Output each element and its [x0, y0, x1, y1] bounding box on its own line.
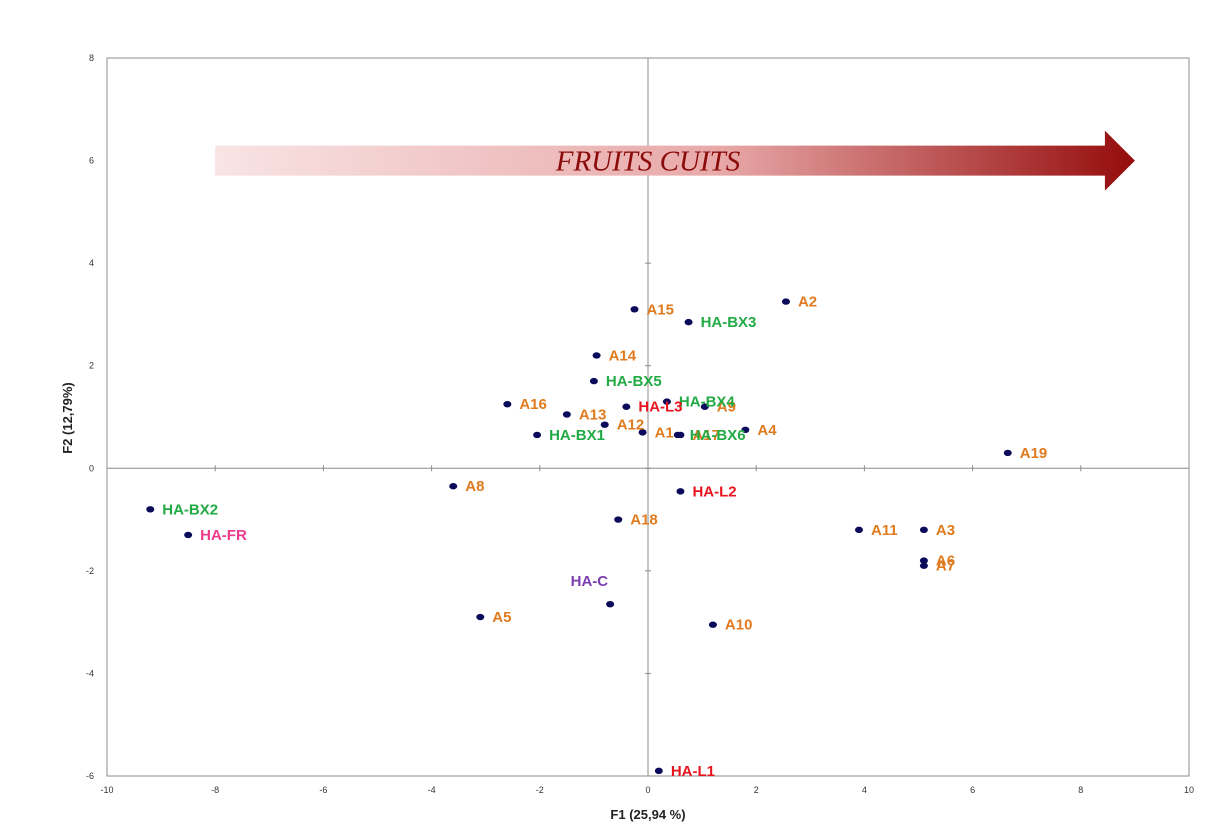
point-label-ha-bx2: HA-BX2: [162, 501, 218, 518]
point-marker-ha-bx1: [533, 431, 542, 439]
y-tick-label: -6: [86, 771, 94, 781]
x-tick-label: 0: [645, 785, 650, 795]
point-label-a19: A19: [1020, 445, 1048, 462]
point-marker-a3: [919, 526, 928, 534]
point-label-ha-l2: HA-L2: [692, 483, 736, 500]
point-marker-a8: [449, 483, 458, 490]
point-marker-ha-bx6: [673, 431, 682, 439]
point-marker-a10: [708, 621, 717, 628]
point-marker-a4: [741, 426, 750, 434]
y-axis-title: F2 (12,79%): [60, 382, 75, 454]
point-marker-ha-bx4: [662, 398, 671, 405]
point-label-ha-bx1: HA-BX1: [549, 427, 605, 444]
point-label-a12: A12: [617, 417, 645, 434]
point-label-ha-c: HA-C: [571, 573, 609, 590]
point-label-a16: A16: [519, 396, 547, 413]
x-tick-label: 8: [1078, 785, 1083, 795]
point-label-a1: A1: [655, 424, 674, 441]
point-label-a18: A18: [630, 512, 658, 529]
point-marker-ha-fr: [184, 531, 193, 539]
y-tick-label: -2: [86, 566, 94, 576]
point-label-a9: A9: [717, 399, 736, 416]
point-label-a2: A2: [798, 294, 817, 311]
point-label-a6: A6: [936, 553, 955, 570]
arrow-annotation-text: FRUITS CUITS: [555, 146, 741, 178]
point-marker-a9: [700, 403, 709, 410]
point-marker-a19: [1003, 449, 1012, 457]
y-tick-label: -4: [86, 668, 94, 678]
point-marker-a6: [919, 557, 928, 564]
x-axis-title: F1 (25,94 %): [610, 807, 685, 822]
point-marker-a18: [614, 516, 623, 523]
arrow-shape: [215, 130, 1135, 191]
point-label-a11: A11: [871, 522, 898, 539]
x-tick-label: -10: [100, 785, 113, 795]
x-tick-label: 2: [754, 785, 759, 795]
x-tick-label: -2: [536, 785, 544, 795]
y-tick-label: 6: [89, 156, 94, 166]
y-tick-label: 2: [89, 361, 94, 371]
x-tick-label: 10: [1184, 785, 1194, 795]
point-label-a4: A4: [757, 422, 777, 439]
point-label-a10: A10: [725, 617, 753, 634]
point-label-ha-l1: HA-L1: [671, 763, 715, 780]
y-tick-label: 0: [89, 463, 94, 473]
y-tick-labels: -6 -4 -2 0 2 4 6 8: [86, 53, 651, 781]
x-tick-label: -8: [211, 785, 219, 795]
point-label-a3: A3: [936, 522, 955, 539]
x-tick-label: 6: [970, 785, 975, 795]
x-tick-labels: -10 -8 -6 -4 -2 0 2 4 6 8 10: [100, 465, 1194, 795]
x-tick-label: -6: [319, 785, 327, 795]
point-label-a5: A5: [492, 609, 511, 626]
point-label-ha-bx4: HA-BX4: [679, 394, 735, 411]
x-tick-label: 4: [862, 785, 867, 795]
point-label-a15: A15: [646, 301, 674, 318]
point-marker-ha-bx2: [146, 506, 155, 513]
point-label-ha-bx5: HA-BX5: [606, 373, 662, 390]
point-marker-ha-l1: [654, 767, 663, 775]
y-tick-label: 4: [89, 258, 94, 268]
point-marker-a7: [919, 562, 928, 569]
point-marker-a5: [476, 613, 485, 621]
fruits-cuits-arrow: FRUITS CUITS: [215, 130, 1135, 191]
point-label-ha-bx3: HA-BX3: [701, 314, 757, 331]
point-marker-a11: [854, 526, 863, 534]
x-tick-label: -4: [428, 785, 436, 795]
point-marker-a15: [630, 306, 639, 313]
point-marker-ha-bx5: [589, 377, 598, 385]
point-marker-a16: [503, 400, 512, 408]
point-label-ha-bx6: HA-BX6: [690, 427, 746, 444]
point-marker-a12: [600, 421, 609, 428]
point-marker-ha-bx3: [684, 318, 693, 326]
point-marker-a1: [638, 429, 647, 436]
point-marker-a14: [592, 352, 601, 359]
point-marker-a13: [562, 411, 571, 418]
point-label-ha-fr: HA-FR: [200, 527, 247, 544]
point-label-ha-l3: HA-L3: [638, 399, 682, 416]
point-marker-ha-c: [606, 600, 615, 608]
point-marker-ha-l3: [622, 403, 631, 410]
point-label-a8: A8: [465, 478, 484, 495]
point-marker-a2: [781, 298, 790, 305]
point-label-a7: A7: [936, 558, 955, 575]
point-marker-ha-l2: [676, 488, 685, 495]
point-label-a13: A13: [579, 406, 607, 423]
point-label-a14: A14: [609, 347, 637, 364]
point-label-a17: A17: [692, 427, 720, 444]
y-tick-label: 8: [89, 53, 94, 63]
